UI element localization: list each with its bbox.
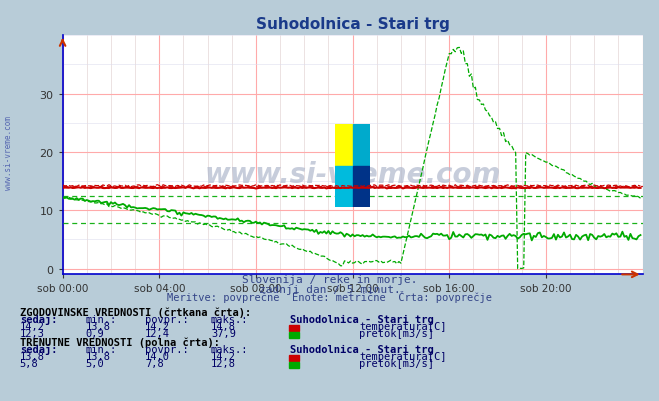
Text: 12,8: 12,8 [211, 358, 236, 369]
Text: Suhodolnica - Stari trg: Suhodolnica - Stari trg [290, 344, 434, 354]
Text: www.si-vreme.com: www.si-vreme.com [204, 160, 501, 188]
Text: 7,8: 7,8 [145, 358, 163, 369]
Text: 14,2: 14,2 [20, 321, 45, 331]
Text: pretok[m3/s]: pretok[m3/s] [359, 358, 434, 369]
Text: Slovenija / reke in morje.: Slovenija / reke in morje. [242, 275, 417, 285]
Text: Suhodolnica - Stari trg: Suhodolnica - Stari trg [290, 314, 434, 324]
Text: 0,9: 0,9 [86, 328, 104, 338]
Text: povpr.:: povpr.: [145, 314, 188, 324]
Text: 13,8: 13,8 [86, 321, 111, 331]
Text: 37,9: 37,9 [211, 328, 236, 338]
Text: 13,8: 13,8 [86, 351, 111, 361]
Text: temperatura[C]: temperatura[C] [359, 321, 447, 331]
Text: temperatura[C]: temperatura[C] [359, 351, 447, 361]
Text: 14,2: 14,2 [145, 321, 170, 331]
Text: 5,8: 5,8 [20, 358, 38, 369]
Text: 14,0: 14,0 [145, 351, 170, 361]
Text: ZGODOVINSKE VREDNOSTI (črtkana črta):: ZGODOVINSKE VREDNOSTI (črtkana črta): [20, 306, 251, 317]
Text: sedaj:: sedaj: [20, 343, 57, 354]
Text: 13,8: 13,8 [20, 351, 45, 361]
Title: Suhodolnica - Stari trg: Suhodolnica - Stari trg [256, 17, 449, 32]
Text: zadnji dan / 5 minut.: zadnji dan / 5 minut. [258, 284, 401, 294]
Text: povpr.:: povpr.: [145, 344, 188, 354]
Text: min.:: min.: [86, 314, 117, 324]
Text: maks.:: maks.: [211, 344, 248, 354]
Text: 14,2: 14,2 [211, 351, 236, 361]
Text: sedaj:: sedaj: [20, 313, 57, 324]
Text: Meritve: povprečne  Enote: metrične  Črta: povprečje: Meritve: povprečne Enote: metrične Črta:… [167, 291, 492, 303]
Text: pretok[m3/s]: pretok[m3/s] [359, 328, 434, 338]
Text: maks.:: maks.: [211, 314, 248, 324]
Text: www.si-vreme.com: www.si-vreme.com [4, 115, 13, 189]
Text: min.:: min.: [86, 344, 117, 354]
Text: 14,8: 14,8 [211, 321, 236, 331]
Text: 12,3: 12,3 [20, 328, 45, 338]
Text: 5,0: 5,0 [86, 358, 104, 369]
Text: 12,4: 12,4 [145, 328, 170, 338]
Text: TRENUTNE VREDNOSTI (polna črta):: TRENUTNE VREDNOSTI (polna črta): [20, 336, 219, 347]
